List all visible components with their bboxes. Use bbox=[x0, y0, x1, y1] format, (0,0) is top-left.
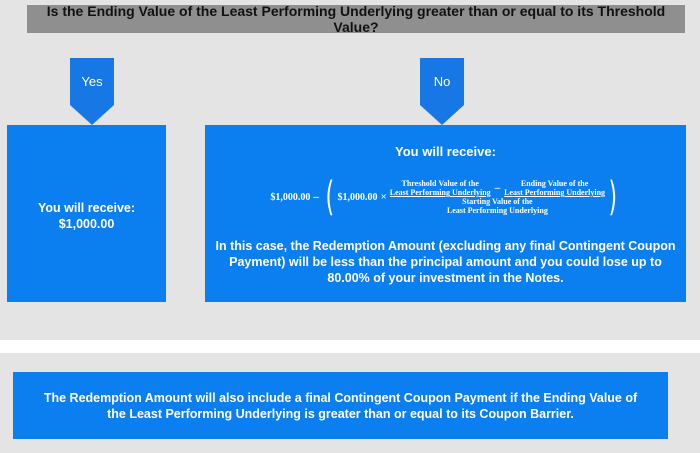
ending-term: Ending Value of the Least Performing Und… bbox=[504, 179, 605, 197]
yes-outcome-line1: You will receive: bbox=[37, 200, 136, 215]
formula-open-paren: ( bbox=[325, 174, 334, 220]
formula-numerator: Threshold Value of the Least Performing … bbox=[390, 179, 605, 197]
question-text: Is the Ending Value of the Least Perform… bbox=[46, 3, 666, 35]
formula-principal: $1,000.00 bbox=[270, 191, 311, 203]
formula-close-paren: ) bbox=[608, 174, 618, 220]
threshold-line1: Threshold Value of the bbox=[401, 179, 479, 188]
no-outcome-description: In this case, the Redemption Amount (exc… bbox=[215, 239, 676, 285]
redemption-formula: $1,000.00 – ( $1,000.00 × Threshold Valu… bbox=[205, 172, 686, 222]
ending-line2: Least Performing Underlying bbox=[504, 188, 606, 197]
yes-outcome-box: You will receive: $1,000.00 bbox=[7, 125, 166, 302]
no-outcome-title: You will receive: bbox=[395, 144, 496, 159]
no-arrow: No bbox=[420, 58, 464, 125]
yes-arrow: Yes bbox=[70, 58, 114, 125]
formula-coefficient: $1,000.00 bbox=[337, 191, 378, 203]
no-outcome-box: You will receive: $1,000.00 – ( $1,000.0… bbox=[205, 125, 686, 302]
coupon-note-text: The Redemption Amount will also include … bbox=[43, 390, 638, 421]
coupon-note-box: The Redemption Amount will also include … bbox=[13, 372, 668, 439]
yes-outcome-amount: $1,000.00 bbox=[58, 216, 115, 231]
starting-line1: Starting Value of the bbox=[462, 197, 533, 206]
formula-inner-minus: – bbox=[494, 181, 501, 194]
no-arrow-tip bbox=[420, 105, 464, 125]
formula-denominator: Starting Value of the Least Performing U… bbox=[447, 197, 548, 215]
yes-arrow-tip bbox=[70, 105, 114, 125]
question-banner: Is the Ending Value of the Least Perform… bbox=[27, 3, 685, 35]
formula-fraction: Threshold Value of the Least Performing … bbox=[390, 179, 605, 215]
no-arrow-label: No bbox=[420, 58, 464, 105]
threshold-term: Threshold Value of the Least Performing … bbox=[390, 179, 491, 197]
ending-line1: Ending Value of the bbox=[520, 179, 589, 188]
yes-arrow-label: Yes bbox=[70, 58, 114, 105]
formula-minus: – bbox=[313, 191, 319, 203]
starting-line2: Least Performing Underlying bbox=[446, 206, 548, 215]
threshold-line2: Least Performing Underlying bbox=[389, 188, 491, 197]
formula-times: × bbox=[380, 191, 387, 203]
